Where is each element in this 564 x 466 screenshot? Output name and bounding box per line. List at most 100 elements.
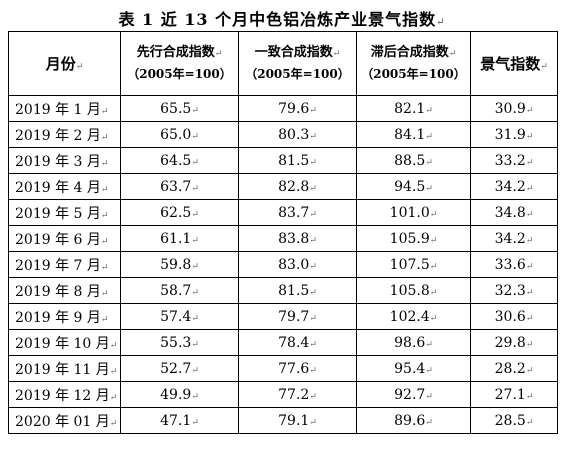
cell-value: 2019 年 10 月 (15, 335, 110, 352)
cell-lagging: 94.5↵ (356, 173, 471, 200)
cell-value: 27.1 (494, 386, 526, 403)
table-row: 2019 年 12 月↵ 49.9↵ 77.2↵ 92.7↵ 27.1↵ (8, 381, 558, 408)
cell-value: 107.5 (389, 256, 430, 273)
cell-leading: 65.5↵ (120, 95, 239, 122)
paragraph-mark-icon: ↵ (525, 417, 534, 428)
cell-month: 2019 年 5 月↵ (8, 199, 121, 226)
paragraph-mark-icon: ↵ (429, 261, 438, 272)
cell-climate: 34.2↵ (470, 225, 558, 252)
cell-leading: 47.1↵ (120, 407, 239, 434)
paragraph-mark-icon: ↵ (191, 313, 199, 324)
cell-value: 58.7 (160, 282, 192, 299)
paragraph-mark-icon: ↵ (525, 313, 534, 324)
paragraph-mark-icon: ↵ (309, 365, 317, 376)
cell-coincident: 81.5↵ (238, 277, 357, 304)
paragraph-mark-icon: ↵ (109, 340, 118, 351)
cell-lagging: 88.5↵ (356, 147, 471, 174)
paragraph-mark-icon: ↵ (109, 366, 118, 377)
cell-coincident: 79.1↵ (238, 407, 357, 434)
cell-value: 79.1 (278, 412, 310, 429)
cell-leading: 59.8↵ (120, 251, 239, 278)
cell-climate: 28.2↵ (470, 355, 558, 382)
cell-climate: 33.6↵ (470, 251, 558, 278)
table-row: 2019 年 2 月↵ 65.0↵ 80.3↵ 84.1↵ 31.9↵ (8, 121, 558, 148)
cell-leading: 63.7↵ (120, 173, 239, 200)
cell-value: 95.4 (394, 360, 426, 377)
paragraph-mark-icon: ↵ (191, 261, 199, 272)
paragraph-mark-icon: ↵ (309, 339, 317, 350)
paragraph-mark-icon: ↵ (100, 158, 109, 169)
cell-value: 88.5 (394, 152, 426, 169)
paragraph-mark-icon: ↵ (191, 417, 199, 428)
cell-coincident: 80.3↵ (238, 121, 357, 148)
cell-climate: 34.8↵ (470, 199, 558, 226)
paragraph-mark-icon: ↵ (309, 131, 317, 142)
cell-value: 2020 年 01 月 (15, 413, 110, 430)
cell-value: 33.6 (494, 256, 526, 273)
cell-month: 2019 年 12 月↵ (8, 381, 121, 408)
cell-value: 34.2 (494, 230, 526, 247)
cell-climate: 28.5↵ (470, 407, 558, 434)
paragraph-mark-icon: ↵ (525, 183, 534, 194)
paragraph-mark-icon: ↵ (109, 392, 118, 403)
paragraph-mark-icon: ↵ (100, 184, 109, 195)
cell-value: 101.0 (389, 204, 430, 221)
header-row: 月份↵ 先行合成指数↵ （2005年=100） 一致合成指数↵ （2005年=1… (8, 31, 558, 96)
cell-leading: 49.9↵ (120, 381, 239, 408)
cell-coincident: 78.4↵ (238, 329, 357, 356)
cell-value: 29.8 (494, 334, 526, 351)
paragraph-mark-icon: ↵ (525, 365, 534, 376)
paragraph-mark-icon: ↵ (425, 157, 433, 168)
cell-value: 79.6 (278, 100, 310, 117)
cell-value: 83.0 (278, 256, 310, 273)
paragraph-mark-icon: ↵ (436, 17, 446, 28)
cell-leading: 52.7↵ (120, 355, 239, 382)
cell-value: 80.3 (278, 126, 310, 143)
table-row: 2020 年 01 月↵ 47.1↵ 79.1↵ 89.6↵ 28.5↵ (8, 407, 558, 434)
cell-value: 2019 年 1 月 (15, 101, 101, 118)
cell-leading: 57.4↵ (120, 303, 239, 330)
cell-value: 49.9 (160, 386, 192, 403)
paragraph-mark-icon: ↵ (191, 339, 199, 350)
cell-value: 105.9 (389, 230, 430, 247)
paragraph-mark-icon: ↵ (525, 131, 534, 142)
cell-lagging: 105.8↵ (356, 277, 471, 304)
paragraph-mark-icon: ↵ (525, 235, 534, 246)
cell-value: 34.2 (494, 178, 526, 195)
cell-climate: 32.3↵ (470, 277, 558, 304)
paragraph-mark-icon: ↵ (425, 183, 433, 194)
cell-lagging: 84.1↵ (356, 121, 471, 148)
cell-value: 59.8 (160, 256, 192, 273)
cell-value: 2019 年 5 月 (15, 205, 101, 222)
cell-value: 55.3 (160, 334, 192, 351)
cell-value: 33.2 (494, 152, 526, 169)
cell-coincident: 83.0↵ (238, 251, 357, 278)
cell-value: 2019 年 11 月 (15, 361, 110, 378)
cell-lagging: 95.4↵ (356, 355, 471, 382)
table-body: 2019 年 1 月↵ 65.5↵ 79.6↵ 82.1↵ 30.9↵ 2019 年 2… (8, 95, 558, 434)
paragraph-mark-icon: ↵ (75, 62, 84, 72)
cell-month: 2019 年 1 月↵ (8, 95, 121, 122)
cell-value: 102.4 (389, 308, 430, 325)
cell-value: 83.8 (278, 230, 310, 247)
cell-value: 89.6 (394, 412, 426, 429)
paragraph-mark-icon: ↵ (100, 314, 109, 325)
table-row: 2019 年 6 月↵ 61.1↵ 83.8↵ 105.9↵ 34.2↵ (8, 225, 558, 252)
table-row: 2019 年 11 月↵ 52.7↵ 77.6↵ 95.4↵ 28.2↵ (8, 355, 558, 382)
paragraph-mark-icon: ↵ (100, 236, 109, 247)
paragraph-mark-icon: ↵ (309, 313, 317, 324)
cell-value: 30.6 (494, 308, 526, 325)
cell-month: 2019 年 8 月↵ (8, 277, 121, 304)
cell-value: 2019 年 6 月 (15, 231, 101, 248)
cell-value: 65.0 (160, 126, 192, 143)
paragraph-mark-icon: ↵ (332, 49, 341, 59)
cell-value: 2019 年 3 月 (15, 153, 101, 170)
table-row: 2019 年 7 月↵ 59.8↵ 83.0↵ 107.5↵ 33.6↵ (8, 251, 558, 278)
cell-lagging: 92.7↵ (356, 381, 471, 408)
cell-value: 52.7 (160, 360, 192, 377)
cell-value: 28.2 (494, 360, 526, 377)
cell-value: 2019 年 12 月 (15, 387, 110, 404)
paragraph-mark-icon: ↵ (448, 49, 457, 59)
cell-value: 63.7 (160, 178, 192, 195)
cell-value: 79.7 (278, 308, 310, 325)
